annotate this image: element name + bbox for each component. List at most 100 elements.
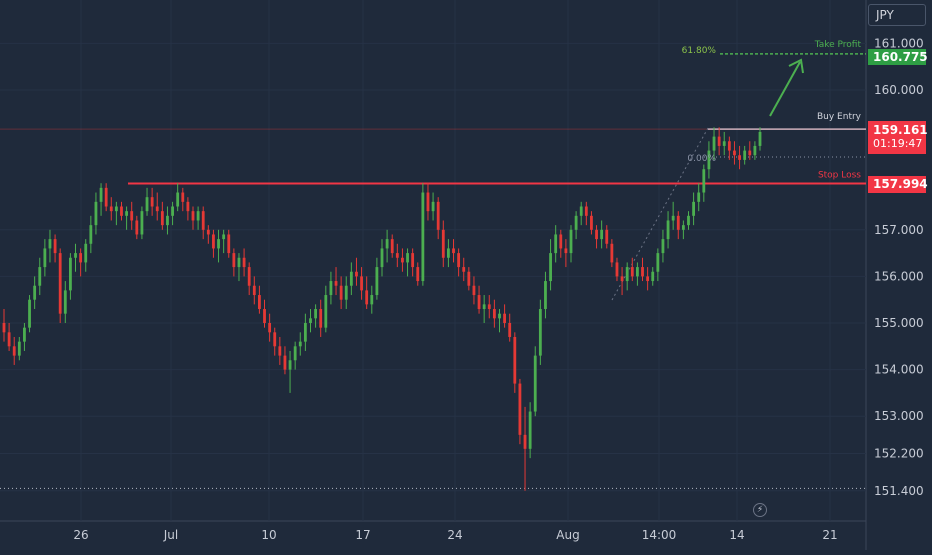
stop-loss-label: Stop Loss [818,170,861,180]
candle-body [426,192,430,212]
candle-body [344,285,348,300]
current-price-tag: 159.161 01:19:47 [868,121,928,154]
candle-body [600,229,604,240]
candle-body [605,229,609,244]
candle-body [380,248,384,268]
candle-body [462,267,466,272]
candle-body [324,295,328,328]
x-tick-label: 14 [729,528,744,542]
candle-body [227,234,231,254]
candle-body [99,187,103,202]
x-tick-label: 26 [73,528,88,542]
candle-body [247,267,251,286]
y-tick-label: 152.200 [874,446,924,460]
candle-body [441,229,445,258]
candle-body [712,136,716,151]
candle-body [676,215,680,230]
candle-body [303,323,307,342]
candle-body [569,229,573,254]
candle-body [467,271,471,286]
candle-body [579,206,583,216]
x-tick-label: 24 [447,528,462,542]
candle-body [656,253,660,272]
y-tick-label: 151.400 [874,484,924,498]
buy-entry-label: Buy Entry [817,112,862,122]
candle-body [406,253,409,263]
candle-body [23,327,26,342]
candle-body [748,150,752,156]
candle-body [666,220,670,240]
candle-body [63,290,67,314]
candle-body [610,243,614,263]
candle-body [401,257,404,263]
candle-body [646,276,650,282]
candle-body [590,215,593,230]
candle-body [498,313,501,319]
candle-body [150,197,154,207]
candle-body [722,141,726,146]
candle-body [375,267,379,296]
stop-loss-price: 157.994 [873,177,928,191]
candle-body [416,267,420,282]
candle-body [758,131,762,146]
candle-body [334,281,338,286]
candle-body [538,309,542,356]
take-profit-price-tag: 160.775 [868,49,928,65]
candle-body [222,234,226,240]
candle-body [753,145,757,156]
candle-body [114,206,118,212]
candle-body [385,239,389,249]
current-price: 159.161 [873,123,928,137]
candle-body [2,323,6,333]
target-arrow-head [788,58,804,74]
candle-body [472,285,476,296]
candle-body [181,192,185,202]
candle-body [533,355,537,412]
currency-label[interactable]: JPY [868,4,926,26]
candle-body [48,239,52,249]
candle-body [155,206,159,212]
candle-body [278,346,282,356]
candle-body [681,225,685,230]
candle-body [528,411,532,449]
candle-body [641,267,644,277]
candle-body [69,257,72,291]
candle-body [492,309,496,319]
y-tick-label: 155.000 [874,316,924,330]
candle-body [482,304,486,310]
x-tick-label: 10 [261,528,276,542]
candle-body [79,253,83,263]
candle-body [89,225,93,244]
take-profit-price: 160.775 [873,50,928,64]
x-tick-label: 14:00 [642,528,677,542]
x-tick-label: 21 [822,528,837,542]
candle-body [120,206,123,216]
candle-body [258,295,261,310]
candle-body [130,211,134,221]
candle-body [176,192,180,207]
take-profit-label: Take Profit [814,40,862,50]
candle-body [319,309,323,328]
candle-body [390,239,394,254]
candle-body [457,253,461,268]
candle-body [140,211,144,235]
candle-body [687,215,690,226]
candle-body [620,276,624,282]
bar-countdown: 01:19:47 [873,137,923,150]
candle-body [94,201,98,226]
candle-body [651,271,655,282]
candle-body [273,332,277,347]
x-tick-label: 17 [355,528,370,542]
candle-body [636,267,639,277]
candle-body [201,211,205,230]
candle-body [743,150,747,160]
lightning-icon[interactable]: ⚡ [753,503,767,517]
candle-body [554,234,558,254]
candle-body [196,211,200,221]
candle-body [171,206,174,216]
y-tick-label: 161.000 [874,36,924,50]
x-tick-label: Jul [163,528,178,542]
candle-body [191,211,195,221]
